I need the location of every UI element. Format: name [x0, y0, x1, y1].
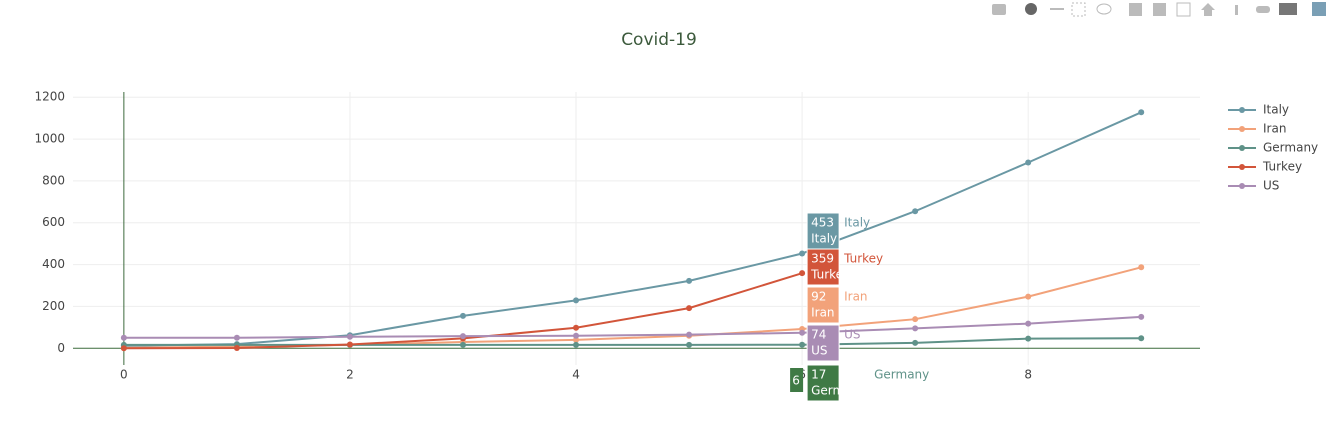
series-marker — [573, 336, 580, 343]
x-tick-label: 2 — [346, 368, 354, 382]
y-tick-label: 1000 — [34, 132, 65, 146]
legend-label: Iran — [1263, 122, 1286, 136]
series-marker — [120, 334, 127, 341]
series-marker — [346, 341, 353, 348]
legend-marker — [1239, 107, 1245, 113]
legend-marker — [1239, 183, 1245, 189]
series-marker — [573, 332, 580, 339]
series-marker — [686, 305, 693, 312]
legend-label: US — [1263, 179, 1279, 193]
legend-marker — [1239, 126, 1245, 132]
series-marker — [686, 341, 693, 348]
y-tick-label: 200 — [42, 299, 65, 313]
series-marker — [1138, 313, 1145, 320]
series-marker — [1138, 264, 1145, 271]
tool-autoscale[interactable] — [1176, 2, 1191, 17]
hover-box — [806, 248, 840, 286]
hover-box — [806, 286, 840, 324]
y-tick-label: 600 — [42, 215, 65, 229]
series-line — [123, 315, 1142, 339]
series-marker — [346, 333, 353, 340]
series-marker — [1138, 335, 1145, 342]
tool-zoom-out[interactable] — [1153, 3, 1166, 16]
series-line — [123, 111, 1142, 347]
x-tick-label: 8 — [1024, 368, 1032, 382]
hover-name: Iran — [811, 306, 834, 320]
series-marker — [1025, 159, 1032, 166]
series-marker — [459, 341, 466, 348]
tool-spike[interactable] — [1235, 5, 1238, 15]
series-marker — [799, 329, 806, 336]
tool-plotly-logo[interactable] — [1312, 2, 1326, 16]
series-line — [123, 337, 1142, 346]
series-marker — [912, 325, 919, 332]
tool-zoom-in[interactable] — [1129, 3, 1142, 16]
hover-name: Turkey — [810, 268, 850, 282]
legend-label: Turkey — [1262, 160, 1302, 174]
series-marker — [799, 341, 806, 348]
series-marker — [1025, 293, 1032, 300]
hover-series-label: Germany — [874, 368, 929, 382]
legend-label: Germany — [1263, 141, 1318, 155]
series-marker — [233, 334, 240, 341]
x-tick-label: 0 — [120, 368, 128, 382]
series-marker — [912, 339, 919, 346]
hover-name: Italy — [811, 232, 837, 246]
series-marker — [573, 324, 580, 331]
tool-hover-compare[interactable] — [1279, 3, 1297, 15]
tool-reset[interactable] — [1201, 3, 1215, 16]
series-marker — [233, 345, 240, 352]
hover-value: 17 — [811, 368, 826, 382]
tool-pan[interactable] — [1050, 8, 1064, 10]
hover-value: 453 — [811, 216, 834, 230]
series-marker — [799, 270, 806, 277]
series-marker — [799, 250, 806, 257]
hover-series-label: Italy — [844, 216, 870, 230]
hover-value: 74 — [811, 328, 826, 342]
tool-zoom[interactable] — [1025, 3, 1037, 15]
series-marker — [912, 208, 919, 215]
toolbar[interactable] — [992, 2, 1326, 17]
hover-value: 359 — [811, 252, 834, 266]
series-marker — [1025, 320, 1032, 327]
y-tick-label: 800 — [42, 173, 65, 187]
hover-x-label: 6 — [792, 374, 800, 388]
legend-marker — [1239, 164, 1245, 170]
hover-x-box — [790, 368, 804, 392]
legend-label: Italy — [1263, 103, 1289, 117]
hover-series-label: Iran — [844, 290, 867, 304]
series-marker — [573, 297, 580, 304]
y-tick-label: 400 — [42, 257, 65, 271]
hover-series-label: US — [844, 328, 860, 342]
tool-hover-closest[interactable] — [1256, 6, 1270, 13]
hover-series-label: Turkey — [843, 252, 883, 266]
tool-camera[interactable] — [992, 4, 1006, 15]
series-marker — [686, 331, 693, 338]
hover-value: 92 — [811, 290, 826, 304]
hover-box — [806, 364, 840, 402]
series-marker — [459, 333, 466, 340]
series-marker — [912, 316, 919, 323]
y-tick-label: 1200 — [34, 90, 65, 104]
hover-box — [806, 324, 840, 362]
y-tick-label: 0 — [57, 341, 65, 355]
series-marker — [573, 341, 580, 348]
chart-title: Covid-19 — [621, 30, 697, 50]
tool-lasso[interactable] — [1096, 3, 1112, 15]
x-tick-label: 4 — [572, 368, 580, 382]
series-marker — [1025, 335, 1032, 342]
tool-select[interactable] — [1071, 2, 1086, 17]
series-marker — [459, 312, 466, 319]
legend-marker — [1239, 145, 1245, 151]
series-marker — [120, 345, 127, 352]
hover-name: US — [811, 344, 827, 358]
series-marker — [686, 277, 693, 284]
series-marker — [1138, 109, 1145, 116]
hover-name: Germany — [811, 384, 866, 398]
